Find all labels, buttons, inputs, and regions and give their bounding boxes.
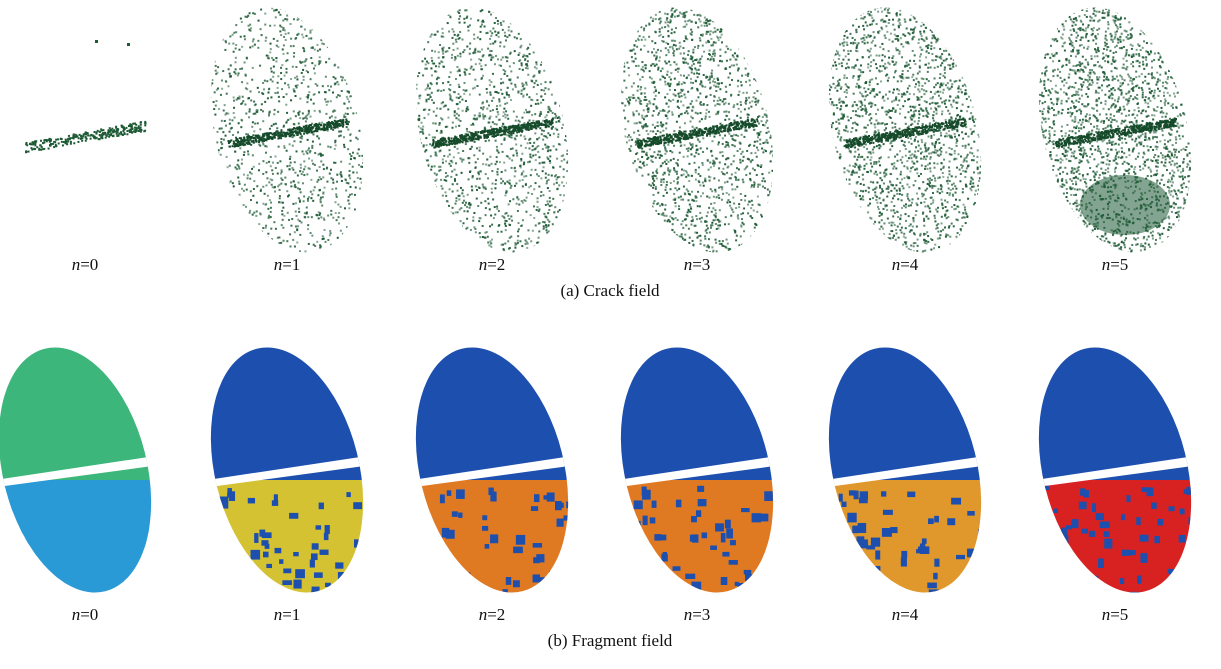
label-variable: n [274,605,283,624]
panel-label: n=5 [1102,605,1129,624]
label-variable: n [72,605,81,624]
label-variable: n [1102,255,1111,274]
panel-label: n=0 [72,255,99,274]
panel-label: n=4 [892,605,919,624]
fragment-image [597,340,797,610]
label-value: =0 [80,255,98,274]
panel-label: n=2 [479,605,506,624]
fragment-image [0,340,175,610]
panel-label: n=1 [274,605,301,624]
label-variable: n [72,255,81,274]
subfigure-caption: (b) Fragment field [548,631,673,650]
label-value: =3 [692,605,710,624]
crack-image [25,40,147,153]
label-value: =3 [692,255,710,274]
panel-label: n=0 [72,605,99,624]
crack-image [402,5,584,262]
fragment-image [187,340,387,610]
label-variable: n [892,605,901,624]
label-variable: n [274,255,283,274]
subfigure-caption: (a) Crack field [560,281,660,300]
crack-image [607,5,789,262]
label-value: =4 [900,605,919,624]
panel-label: n=5 [1102,255,1129,274]
fragment-image [1015,340,1215,610]
fragment-image [392,340,592,610]
label-value: =2 [487,605,505,624]
crack-image [197,5,379,262]
label-value: =5 [1110,605,1128,624]
label-variable: n [684,605,693,624]
label-value: =1 [282,605,300,624]
crack-image [815,5,997,262]
fragment-image [805,340,1005,610]
label-value: =1 [282,255,300,274]
label-value: =5 [1110,255,1128,274]
crack-image [1025,5,1207,262]
panel-label: n=4 [892,255,919,274]
label-variable: n [892,255,901,274]
panel-label: n=3 [684,605,711,624]
label-variable: n [479,255,488,274]
label-value: =4 [900,255,919,274]
panel-label: n=3 [684,255,711,274]
label-variable: n [479,605,488,624]
page: n=0n=1n=2n=3n=4n=5(a) Crack fieldn=0n=1n… [0,0,1221,664]
panel-label: n=2 [479,255,506,274]
label-value: =0 [80,605,98,624]
figure: n=0n=1n=2n=3n=4n=5(a) Crack fieldn=0n=1n… [0,0,1221,664]
label-variable: n [1102,605,1111,624]
panel-label: n=1 [274,255,301,274]
label-value: =2 [487,255,505,274]
label-variable: n [684,255,693,274]
